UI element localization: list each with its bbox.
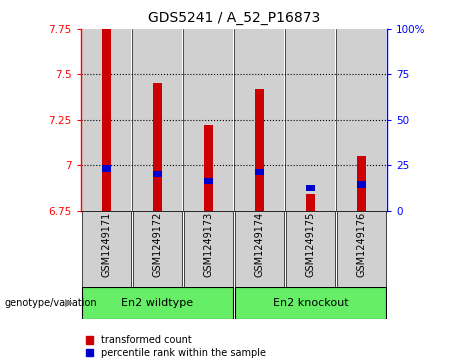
Text: GSM1249172: GSM1249172 (152, 212, 162, 277)
Bar (337, 211, 386, 287)
Bar (153, 171, 162, 177)
Bar (337, 29, 386, 211)
Bar (306, 194, 315, 211)
Bar (184, 211, 233, 287)
Bar (153, 83, 162, 211)
Text: GSM1249174: GSM1249174 (254, 212, 265, 277)
Legend: transformed count, percentile rank within the sample: transformed count, percentile rank withi… (86, 335, 266, 358)
Text: GSM1249173: GSM1249173 (203, 212, 213, 277)
Bar (204, 125, 213, 211)
Bar (82, 211, 131, 287)
Bar (133, 29, 182, 211)
Bar (357, 156, 366, 211)
Bar (133, 211, 182, 287)
Text: En2 wildtype: En2 wildtype (121, 298, 193, 308)
Bar (101, 165, 111, 171)
Title: GDS5241 / A_52_P16873: GDS5241 / A_52_P16873 (148, 11, 320, 25)
Text: genotype/variation: genotype/variation (5, 298, 97, 308)
Bar (286, 29, 335, 211)
Bar (82, 287, 233, 319)
Bar (82, 29, 131, 211)
Bar (255, 89, 264, 211)
Text: En2 knockout: En2 knockout (273, 298, 349, 308)
Bar (235, 211, 284, 287)
Bar (184, 29, 233, 211)
Text: GSM1249175: GSM1249175 (306, 212, 316, 277)
Text: GSM1249176: GSM1249176 (357, 212, 366, 277)
Bar (235, 29, 284, 211)
Bar (204, 178, 213, 184)
Text: ▶: ▶ (65, 298, 73, 308)
Bar (235, 287, 386, 319)
Bar (101, 11, 111, 211)
Bar (255, 169, 264, 175)
Bar (286, 211, 335, 287)
Bar (306, 185, 315, 191)
Text: GSM1249171: GSM1249171 (101, 212, 111, 277)
Bar (357, 182, 366, 188)
